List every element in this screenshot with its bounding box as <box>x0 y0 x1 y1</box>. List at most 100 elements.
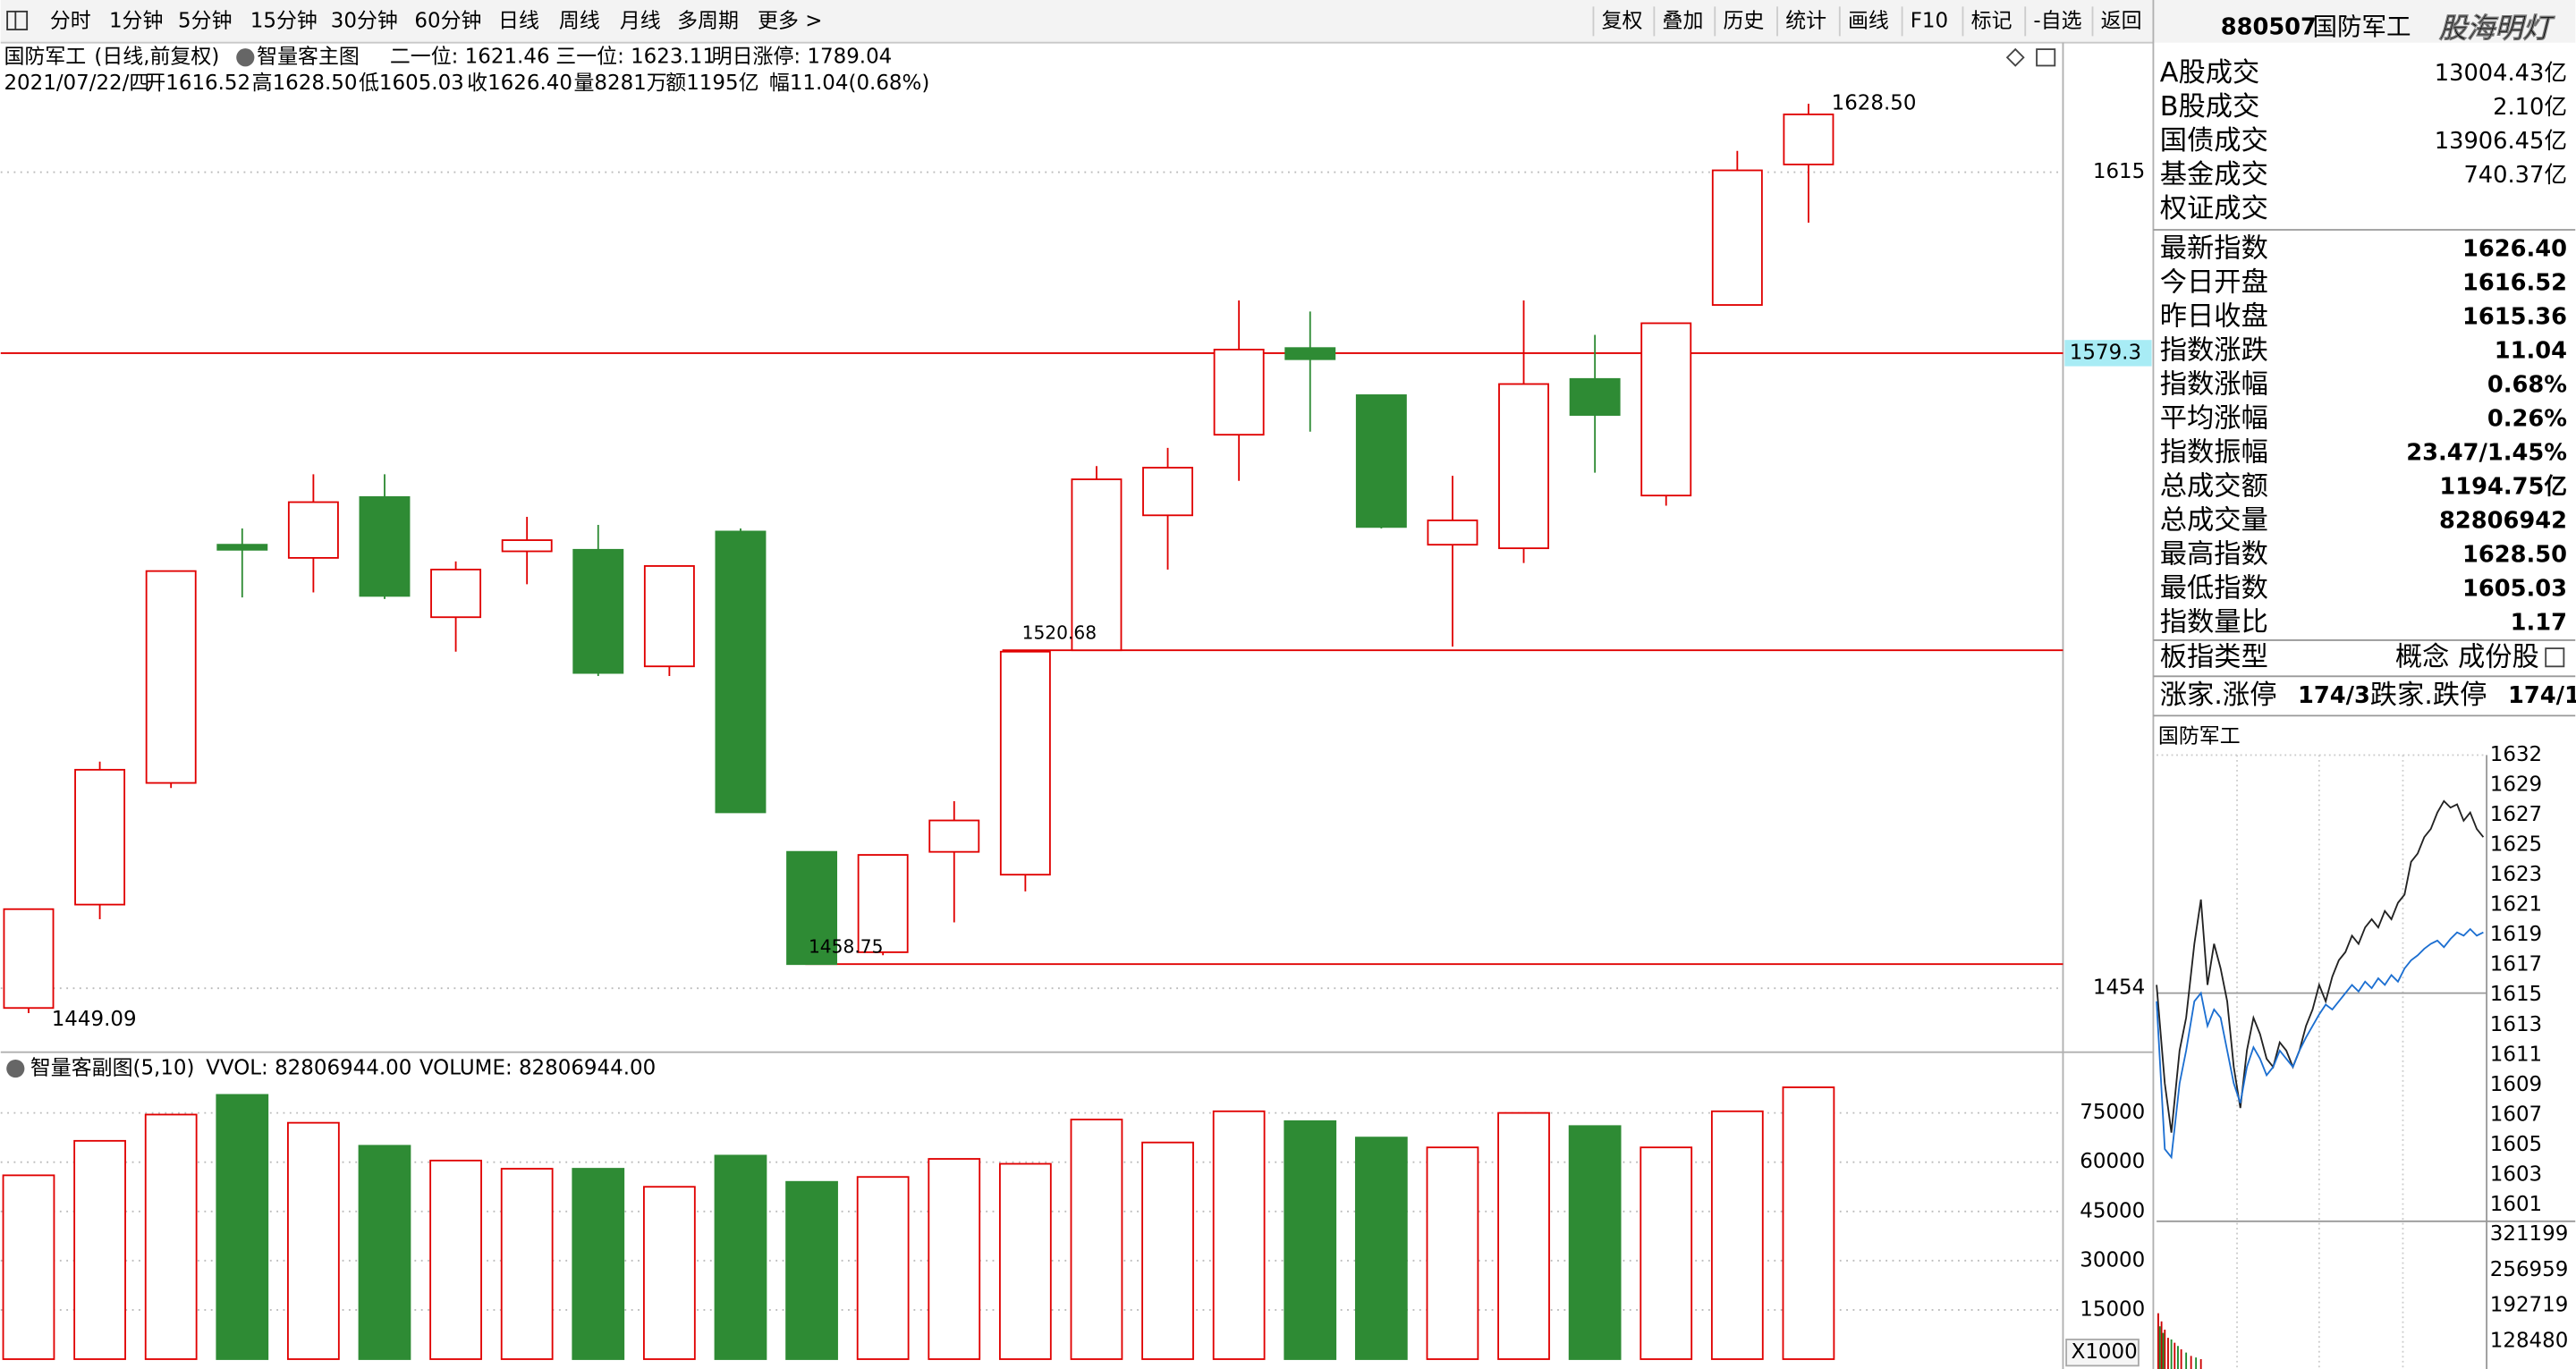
mini-tick-label: 192719 <box>2490 1294 2569 1317</box>
stock-code: 880507 <box>2221 14 2317 41</box>
toolbar-tab[interactable]: 15分钟 <box>250 9 318 32</box>
toolbar-tab[interactable]: 更多 > <box>758 9 822 32</box>
candle-body <box>786 850 838 966</box>
y-tick-label: 1615 <box>2093 160 2145 183</box>
volume-bar <box>1710 1110 1764 1360</box>
mini-volume <box>2157 1313 2202 1369</box>
toolbar-tab[interactable]: 多周期 <box>677 9 739 32</box>
info-label: 今日开盘 <box>2160 267 2268 299</box>
toolbar-button[interactable]: 画线 <box>1848 9 1889 32</box>
board-icon[interactable] <box>2545 647 2565 668</box>
candle-body <box>3 908 55 1010</box>
mini-tick-label: 1619 <box>2490 923 2542 946</box>
breadth-value: 174/1 <box>2508 682 2576 709</box>
toolbar-button[interactable]: 标记 <box>1971 9 2012 32</box>
toolbar-button[interactable]: 返回 <box>2101 9 2142 32</box>
mini-tick-label: 1605 <box>2490 1133 2542 1156</box>
candle-body <box>1427 520 1479 546</box>
volume-bar <box>144 1113 198 1360</box>
mini-volume <box>2158 1326 2198 1369</box>
info-label: 总成交量 <box>2160 505 2268 537</box>
indicator-icon <box>6 1059 25 1078</box>
candle-body <box>287 501 339 559</box>
diamond-icon[interactable] <box>2005 47 2025 67</box>
candle-body <box>643 565 695 668</box>
sub-title: 智量客副图(5,10) <box>30 1057 195 1080</box>
header-text: 开1616.52 <box>145 72 250 95</box>
candle-body <box>1355 394 1407 528</box>
toolbar-button[interactable]: -自选 <box>2033 9 2081 32</box>
sub-volume: VOLUME: 82806944.00 <box>419 1057 656 1080</box>
candle-body <box>1783 114 1835 165</box>
volume-bar <box>1284 1120 1337 1360</box>
mini-tick-label: 1613 <box>2490 1013 2542 1036</box>
info-value: 1194.75亿 <box>2439 474 2567 501</box>
toolbar-button[interactable]: F10 <box>1911 9 1948 32</box>
volume-bar <box>2 1174 55 1360</box>
info-value: 1626.40 <box>2462 236 2567 263</box>
header-text: 额1195亿 <box>665 72 758 95</box>
volume-bar <box>1640 1146 1693 1360</box>
toolbar-tab[interactable]: 5分钟 <box>178 9 232 32</box>
toolbar-tab[interactable]: 1分钟 <box>109 9 163 32</box>
info-label: 指数涨跌 <box>2160 335 2268 367</box>
toolbar-button[interactable]: 历史 <box>1723 9 1764 32</box>
breadth-label: 涨家.涨停 <box>2160 680 2277 711</box>
toolbar-button[interactable]: 叠加 <box>1663 9 1704 32</box>
toolbar-tab[interactable]: 分时 <box>50 9 91 32</box>
window-icon[interactable] <box>2036 48 2056 67</box>
info-label: 最低指数 <box>2160 573 2268 604</box>
candle-body <box>430 569 482 619</box>
toolbar-icon <box>6 10 29 30</box>
mini-tick-label: 1625 <box>2490 833 2542 857</box>
volume-bar <box>572 1168 625 1360</box>
mini-title: 国防军工 <box>2158 725 2241 748</box>
mini-tick-label: 1629 <box>2490 773 2542 796</box>
toolbar-tab[interactable]: 30分钟 <box>331 9 398 32</box>
mini-tick-label: 1609 <box>2490 1073 2542 1096</box>
mini-chart <box>2156 754 2576 1369</box>
price-line-tag <box>2064 340 2152 367</box>
info-value: 0.26% <box>2487 406 2567 433</box>
toolbar-button[interactable]: 复权 <box>1602 9 1643 32</box>
info-value[interactable]: 概念 成份股 <box>2395 642 2539 673</box>
toolbar-tab[interactable]: 60分钟 <box>414 9 481 32</box>
mini-tick-label: 256959 <box>2490 1258 2569 1281</box>
volume-bar <box>429 1159 482 1360</box>
toolbar-tab[interactable]: 月线 <box>620 9 661 32</box>
candle-body <box>928 819 980 853</box>
volume-bar <box>1354 1137 1408 1360</box>
candle-body <box>1498 383 1549 550</box>
info-value: 11.04 <box>2495 338 2567 365</box>
candle-body <box>1640 322 1692 497</box>
header-text: 高1628.50 <box>252 72 358 95</box>
info-label: 国债成交 <box>2160 125 2268 156</box>
volume-bar <box>1212 1110 1266 1360</box>
candle-body <box>1711 169 1763 306</box>
brand: 股海明灯 <box>2439 13 2555 45</box>
header-text: 低1605.03 <box>359 72 464 95</box>
mini-tick-label: 1632 <box>2490 743 2542 766</box>
header-text: 三一位: 1623.11 <box>555 46 716 69</box>
toolbar-tab[interactable]: 日线 <box>498 9 539 32</box>
mini-avg-line <box>2156 927 2484 1160</box>
candle-body <box>1569 377 1621 416</box>
volume-bar <box>785 1180 838 1360</box>
header-text: 幅11.04(0.68%) <box>769 72 929 95</box>
breadth-value: 174/3 <box>2298 682 2370 709</box>
y-tick-label: 15000 <box>2080 1297 2145 1321</box>
toolbar-tab[interactable]: 周线 <box>559 9 600 32</box>
mini-tick-label: 1603 <box>2490 1162 2542 1186</box>
info-label: 指数振幅 <box>2160 437 2268 469</box>
unit-label: X1000 <box>2072 1340 2138 1364</box>
unit-box <box>2065 1339 2140 1367</box>
candle-body <box>145 570 197 784</box>
info-label: 最高指数 <box>2160 539 2268 570</box>
mini-tick-label: 1607 <box>2490 1103 2542 1126</box>
sub-vvol: VVOL: 82806944.00 <box>206 1057 411 1080</box>
volume-bar <box>856 1176 910 1360</box>
y-tick-label: 30000 <box>2080 1248 2145 1272</box>
toolbar-button[interactable]: 统计 <box>1785 9 1826 32</box>
